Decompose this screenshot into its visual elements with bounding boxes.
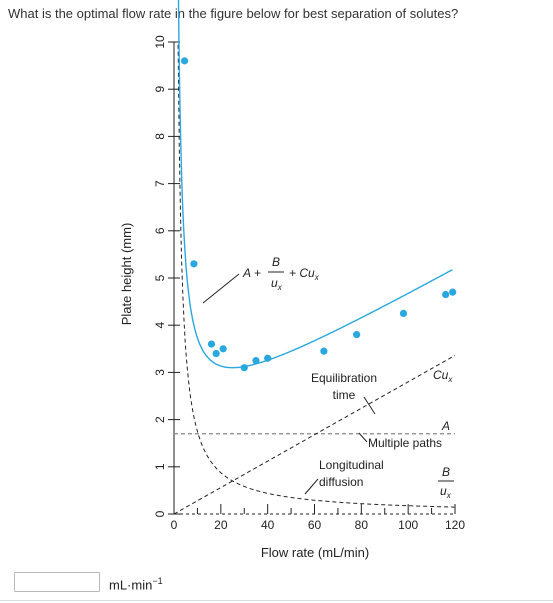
y-tick-label: 5 [153, 274, 167, 281]
y-tick-label: 10 [153, 35, 167, 49]
x-tick-label: 120 [445, 518, 465, 532]
x-tick-label: 20 [214, 518, 228, 532]
data-point [442, 290, 450, 299]
data-point [320, 347, 328, 355]
answer-unit: mL·min−1 [109, 575, 163, 593]
page-divider [0, 600, 553, 601]
x-tick-label: 100 [398, 518, 418, 532]
y-tick-label: 0 [153, 510, 167, 517]
chart-annotations: Plate height (mm) Flow rate (mL/min) A +… [119, 223, 454, 560]
y-tick-label: 1 [153, 463, 167, 470]
x-tick-label: 0 [171, 518, 178, 532]
question-text: What is the optimal flow rate in the fig… [8, 6, 459, 21]
y-tick-label: 6 [153, 227, 167, 234]
longitudinal-label-line2: diffusion [319, 475, 363, 489]
answer-row: mL·min−1 [14, 572, 163, 592]
b-term-denominator: ux [440, 484, 452, 500]
x-tick-label: 60 [308, 518, 322, 532]
longitudinal-label-line1: Longitudinal [319, 458, 384, 472]
b-term-numerator: B [442, 465, 450, 479]
equation-b-numerator: B [272, 255, 280, 269]
x-tick-label: 80 [355, 518, 369, 532]
equilibration-label-line2: time [333, 388, 356, 402]
multiple-paths-leader [358, 432, 368, 443]
equilibration-leader [363, 396, 376, 415]
y-tick-label: 2 [153, 416, 167, 423]
data-point [252, 357, 260, 365]
y-tick-label: 4 [153, 322, 167, 329]
reference-curves [173, 44, 456, 515]
fit-curve-group [177, 0, 453, 369]
x-tick-label: 40 [261, 518, 275, 532]
multiple-paths-label: Multiple paths [368, 436, 442, 450]
equilibration-time-line [173, 354, 456, 515]
data-point [449, 288, 457, 296]
y-tick-label: 7 [153, 180, 167, 187]
answer-input[interactable] [14, 572, 100, 592]
data-point [207, 340, 216, 348]
data-point [219, 345, 227, 353]
y-tick-label: 8 [153, 133, 167, 140]
equation-leader [202, 273, 240, 304]
y-tick-label: 3 [153, 369, 167, 376]
fit-curve [177, 0, 453, 369]
data-point [212, 349, 220, 358]
y-axis-title: Plate height (mm) [119, 223, 134, 326]
data-point [264, 354, 272, 362]
equation-c-term: + Cux [289, 266, 320, 282]
equilibration-label-line1: Equilibration [311, 371, 377, 385]
data-point [190, 260, 198, 268]
data-point [353, 331, 361, 339]
data-point [240, 364, 248, 372]
x-axis-title: Flow rate (mL/min) [261, 545, 369, 560]
equation-b-denominator: ux [271, 276, 283, 292]
a-term-label: A [441, 419, 450, 433]
longitudinal-leader [304, 478, 319, 495]
equation-a-term: A + [242, 266, 261, 280]
y-tick-label: 9 [153, 86, 167, 93]
data-point [399, 309, 408, 317]
data-points [180, 57, 457, 372]
data-point [180, 57, 189, 65]
cu-term-label: Cux [433, 368, 453, 384]
